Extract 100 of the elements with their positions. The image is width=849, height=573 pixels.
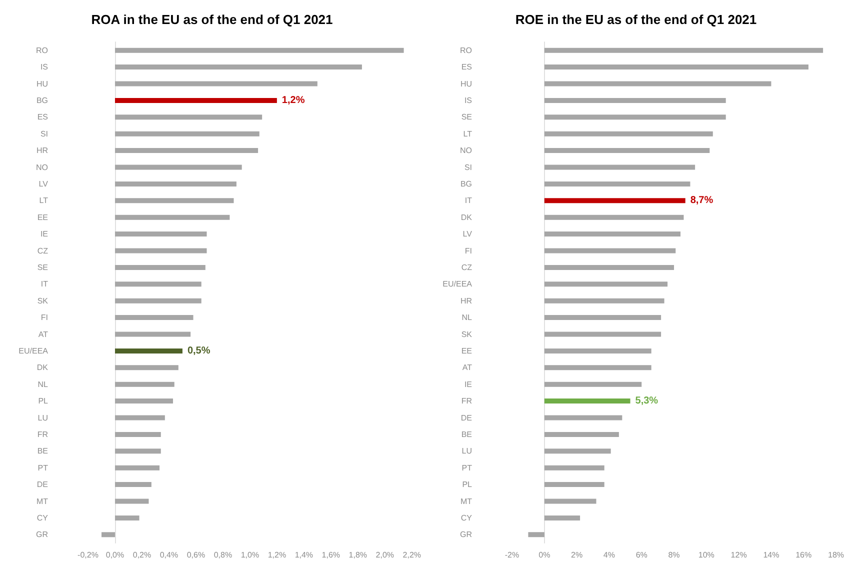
bar <box>114 515 140 520</box>
y-tick-label: DE <box>36 480 48 490</box>
y-tick-label: DK <box>460 212 473 222</box>
y-tick-label: FR <box>461 396 472 406</box>
y-tick-label: PL <box>38 396 49 406</box>
bar <box>114 114 262 120</box>
bar <box>101 532 115 538</box>
x-tick-label: 14% <box>763 550 780 560</box>
bar <box>114 498 149 504</box>
x-tick-label: 2,2% <box>402 550 421 560</box>
y-tick-label: MT <box>460 496 472 506</box>
bar <box>544 198 686 204</box>
y-tick-label: PT <box>462 463 472 472</box>
y-tick-label: HR <box>36 146 48 156</box>
x-tick-label: 1,8% <box>348 550 368 560</box>
bar <box>544 315 662 320</box>
y-tick-label: CZ <box>37 246 48 256</box>
bar <box>114 81 318 86</box>
bar <box>114 98 277 103</box>
bar <box>114 415 165 420</box>
y-tick-label: RO <box>460 46 472 55</box>
data-label: 0,5% <box>187 345 210 356</box>
y-tick-label: IS <box>40 62 48 72</box>
y-tick-label: AT <box>38 330 48 339</box>
y-tick-label: SE <box>37 262 48 272</box>
bar <box>114 465 160 470</box>
bar <box>544 232 680 237</box>
bar <box>544 48 824 53</box>
y-tick-label: FI <box>40 313 48 322</box>
bar <box>544 131 713 136</box>
x-tick-label: 12% <box>730 550 747 560</box>
y-tick-label: SK <box>461 330 473 339</box>
bar <box>114 64 362 70</box>
bar <box>544 248 676 254</box>
y-tick-label: GR <box>36 530 48 540</box>
bar <box>114 181 236 186</box>
y-tick-label: AT <box>462 363 472 372</box>
bar <box>544 498 596 504</box>
y-tick-label: SE <box>461 112 472 122</box>
bar <box>114 482 152 488</box>
bar <box>114 148 258 154</box>
y-tick-label: BG <box>36 96 48 105</box>
y-tick-label: DK <box>36 363 49 372</box>
bar <box>544 164 696 170</box>
y-tick-label: BG <box>460 179 472 188</box>
x-tick-label: 1,2% <box>268 550 286 560</box>
bar <box>544 81 772 86</box>
y-tick-label: HU <box>460 79 472 88</box>
y-tick-label: LV <box>38 179 49 188</box>
data-label: 1,2% <box>282 94 305 106</box>
x-tick-label: 10% <box>698 550 714 560</box>
bar <box>114 332 191 337</box>
bar <box>114 131 260 136</box>
bar <box>114 164 242 170</box>
y-tick-label: HR <box>460 296 472 306</box>
bar <box>114 448 161 454</box>
bar <box>528 532 544 538</box>
x-tick-label: 0,4% <box>160 550 178 560</box>
y-tick-label: HU <box>36 79 48 88</box>
x-tick-label: 4% <box>603 550 615 560</box>
bar <box>114 214 230 220</box>
bar <box>544 365 652 370</box>
y-tick-label: EE <box>37 212 48 222</box>
bar <box>544 482 604 488</box>
y-tick-label: LT <box>39 196 48 206</box>
y-tick-label: NL <box>462 313 473 322</box>
bar <box>544 465 604 470</box>
bar <box>544 298 664 304</box>
x-tick-label: 1,4% <box>294 550 314 560</box>
x-tick-label: 16% <box>796 550 812 560</box>
x-tick-label: 0% <box>538 550 550 560</box>
y-tick-label: PL <box>462 480 473 490</box>
x-tick-label: 1,6% <box>322 550 340 560</box>
bar <box>114 365 178 370</box>
y-tick-label: EU/EEA <box>18 346 49 356</box>
y-tick-label: LU <box>462 446 472 456</box>
y-tick-label: DE <box>460 413 472 422</box>
bar <box>114 232 207 237</box>
y-tick-label: LU <box>38 413 48 422</box>
x-tick-label: -0,2% <box>78 550 98 560</box>
bar <box>544 282 668 287</box>
x-tick-label: 18% <box>828 550 844 560</box>
y-tick-label: BE <box>461 430 472 439</box>
bar <box>544 264 674 270</box>
bar <box>114 398 174 404</box>
x-tick-label: 0,8% <box>214 550 232 560</box>
x-tick-label: 2% <box>571 550 583 560</box>
y-tick-label: BE <box>37 446 48 456</box>
bar <box>544 415 622 420</box>
bar <box>114 348 182 354</box>
chart-title: ROE in the EU as of the end of Q1 2021 <box>515 12 757 27</box>
x-tick-label: 0,0% <box>106 550 124 560</box>
bar <box>114 382 174 387</box>
y-tick-label: CY <box>36 513 49 522</box>
bar <box>544 348 652 354</box>
x-tick-label: 6% <box>636 550 648 560</box>
y-tick-label: ES <box>37 112 48 122</box>
bar <box>544 181 690 186</box>
y-tick-label: IE <box>40 230 48 239</box>
data-label: 5,3% <box>635 396 658 407</box>
